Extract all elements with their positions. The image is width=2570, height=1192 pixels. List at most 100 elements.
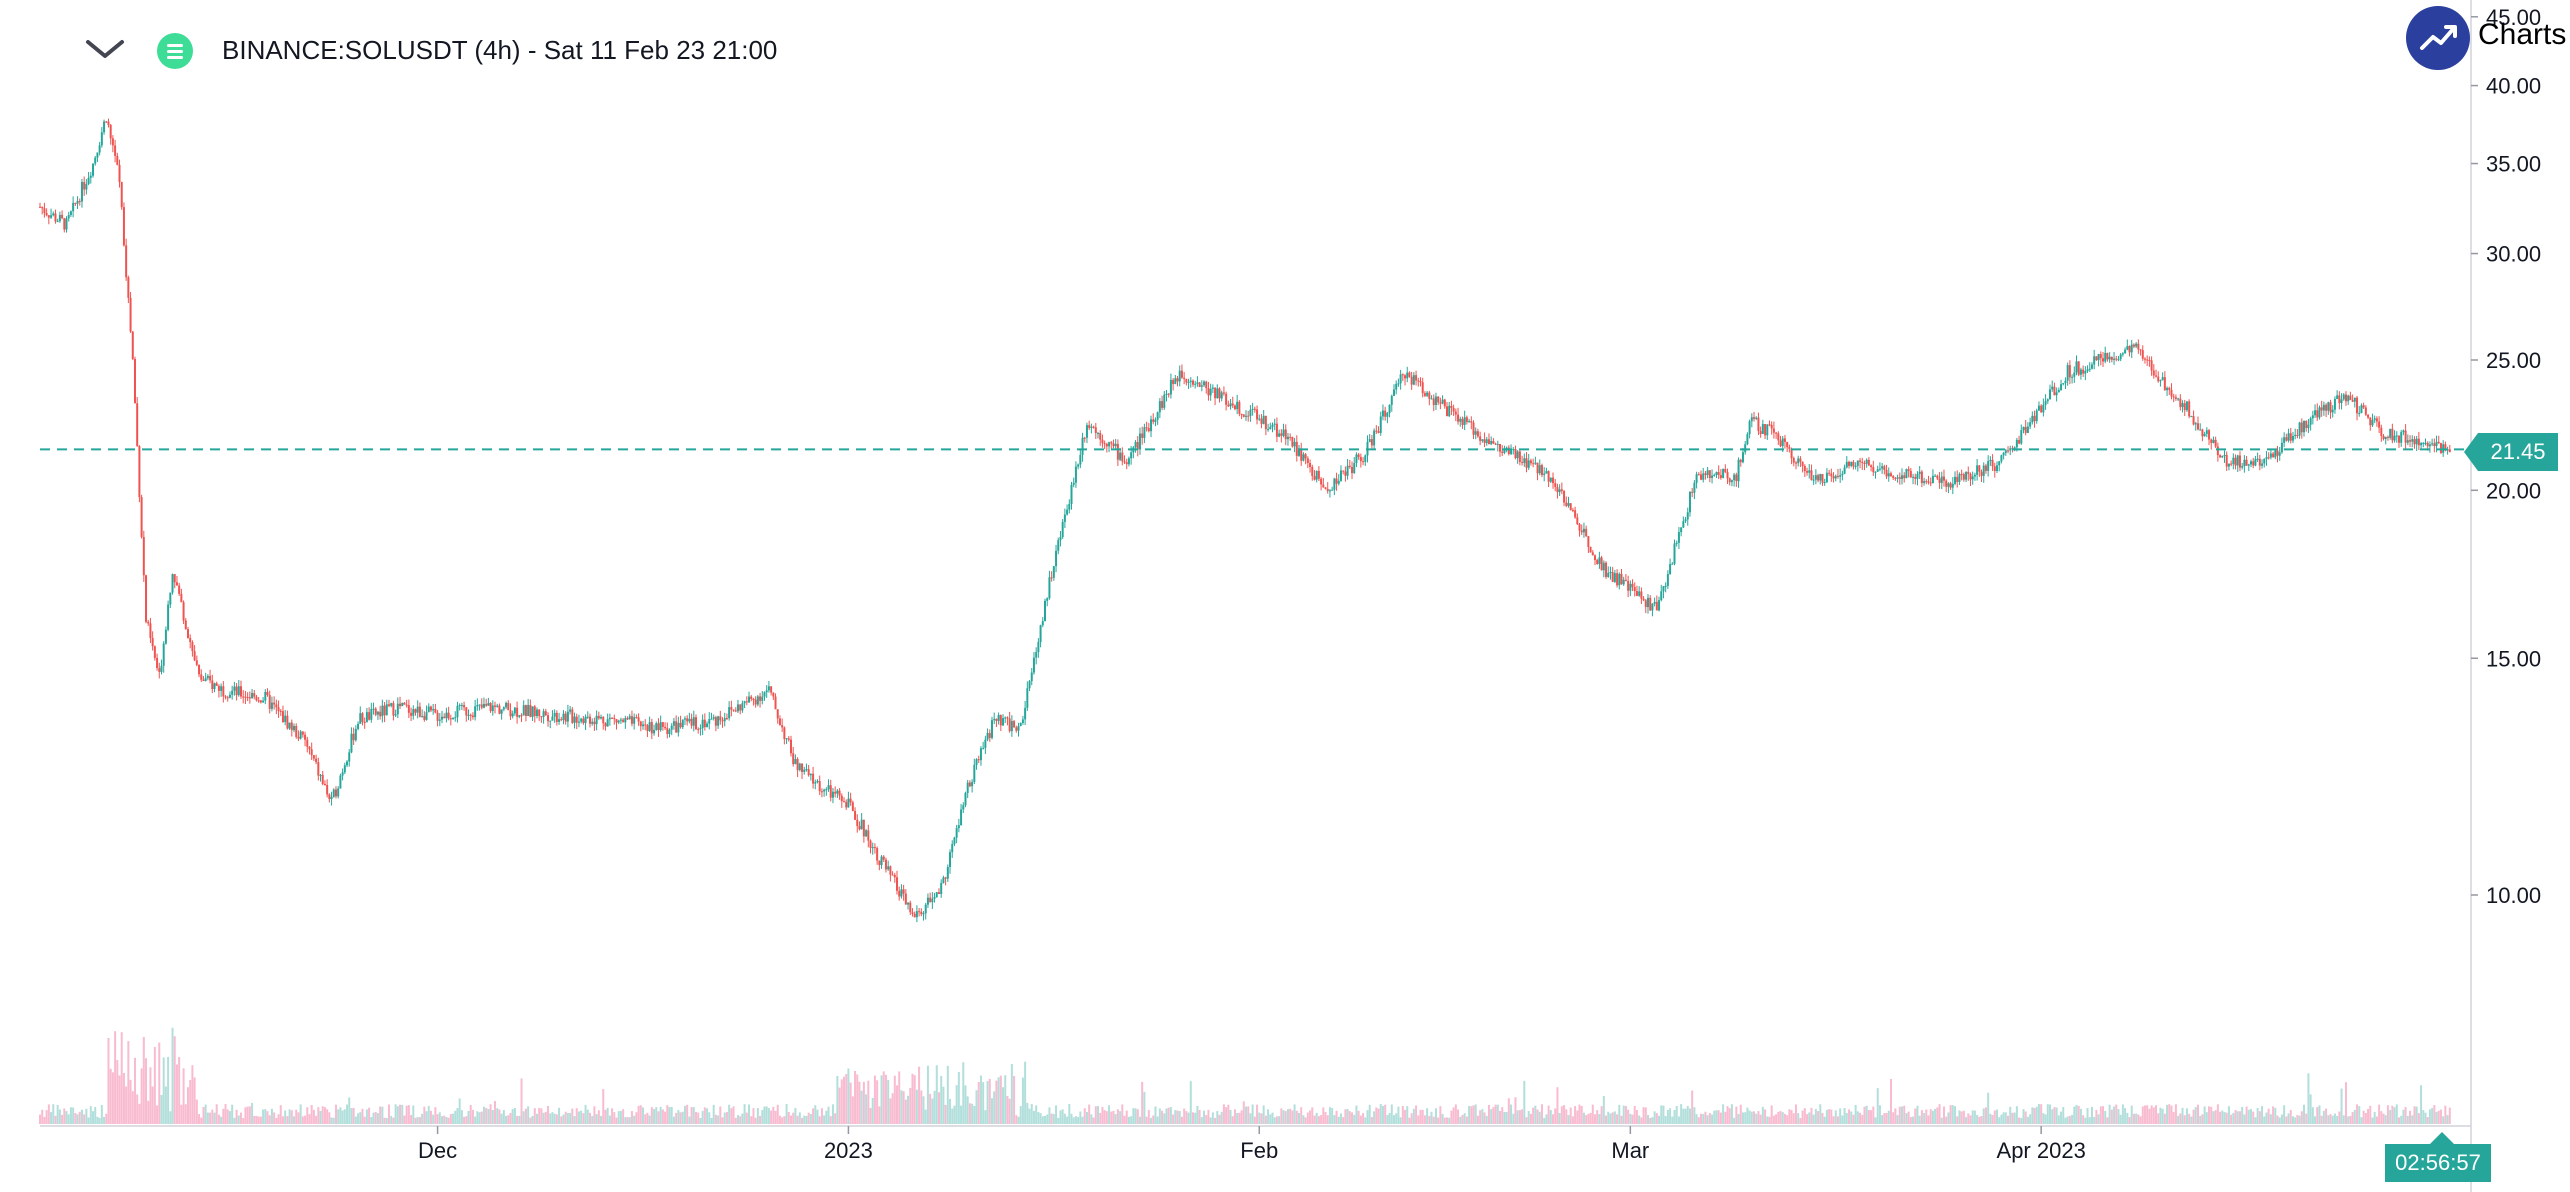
candle [637, 713, 640, 726]
candle [1015, 725, 1018, 733]
volume-bar [1569, 1107, 1572, 1124]
candle [1448, 401, 1451, 418]
candle [595, 710, 598, 731]
volume-bar [1401, 1105, 1404, 1124]
candle [1472, 420, 1475, 440]
candle [1236, 394, 1239, 415]
volume-bar [200, 1117, 203, 1124]
volume-bar [301, 1116, 304, 1124]
volume-bar [1737, 1114, 1740, 1124]
candle [200, 669, 203, 683]
volume-bar [162, 1057, 165, 1124]
candle [434, 703, 437, 714]
volume-bar [1673, 1109, 1676, 1124]
candle [2386, 435, 2389, 441]
candle [222, 681, 225, 703]
volume-bar [246, 1106, 249, 1124]
volume-bar [2382, 1113, 2385, 1124]
volume-bar [326, 1109, 329, 1124]
volume-bar [1518, 1110, 1521, 1124]
candle [1850, 461, 1853, 468]
candle [2130, 339, 2133, 359]
volume-bar [1260, 1113, 1263, 1124]
menu-lines-icon[interactable] [157, 33, 193, 69]
volume-bar [1768, 1116, 1771, 1124]
candle [1803, 464, 1806, 477]
volume-bar [2413, 1106, 2416, 1124]
candle [1150, 415, 1153, 438]
candle [500, 709, 503, 720]
trend-up-icon[interactable] [2406, 6, 2470, 70]
candle [2431, 438, 2434, 447]
volume-bar [328, 1112, 331, 1124]
volume-bar [953, 1105, 956, 1124]
chevron-down-icon[interactable] [82, 30, 128, 70]
brand-label[interactable]: Charts p [2478, 18, 2570, 51]
volume-bar [1653, 1111, 1656, 1124]
volume-bar [960, 1105, 963, 1124]
volume-bar [1660, 1105, 1663, 1124]
volume-bar [279, 1105, 282, 1124]
candle [1384, 406, 1387, 421]
volume-bar [535, 1113, 538, 1124]
volume-bar [1390, 1104, 1393, 1124]
volume-bar [971, 1103, 974, 1124]
volume-bar [823, 1115, 826, 1124]
volume-bar [1172, 1114, 1175, 1124]
volume-bar [1684, 1108, 1687, 1124]
candle [1874, 471, 1877, 479]
candle [2446, 446, 2449, 455]
candle [653, 724, 656, 736]
candle [1929, 477, 1932, 487]
volume-bar [1664, 1116, 1667, 1124]
volume-bar [1878, 1105, 1881, 1124]
candle [1680, 527, 1683, 537]
volume-bar [772, 1106, 775, 1124]
candle [65, 216, 68, 233]
candle [1660, 584, 1663, 602]
volume-bar [843, 1076, 845, 1124]
candle [624, 715, 627, 729]
candle [1194, 380, 1197, 389]
volume-bar [295, 1109, 298, 1124]
candle [1556, 483, 1559, 499]
volume-bar [1777, 1111, 1780, 1124]
candle [1335, 472, 1338, 491]
volume-bar [754, 1117, 757, 1124]
volume-bar [1485, 1115, 1488, 1124]
volume-bar [626, 1117, 629, 1124]
bar-countdown-label: 02:56:57 [2385, 1132, 2491, 1182]
candle [2406, 434, 2409, 446]
volume-bar [494, 1101, 497, 1124]
volume-bar [1344, 1109, 1347, 1124]
candle [458, 703, 461, 711]
volume-bar [1989, 1113, 1992, 1124]
volume-bar [58, 1109, 61, 1124]
volume-bar [1898, 1106, 1901, 1124]
candle [2265, 450, 2268, 466]
volume-bar [639, 1105, 642, 1124]
candle [1342, 470, 1345, 475]
candle [809, 773, 812, 781]
candle [1887, 467, 1890, 482]
candle [968, 780, 971, 788]
candle [1222, 386, 1225, 396]
volume-bar [2258, 1111, 2261, 1124]
volume-bar [1216, 1111, 1219, 1124]
candle [443, 713, 446, 719]
volume-bar [264, 1109, 267, 1124]
volume-bar [2150, 1105, 2153, 1124]
candle [2031, 411, 2034, 425]
candle [648, 716, 651, 732]
candle [1024, 700, 1027, 725]
candle [2159, 379, 2162, 387]
volume-bar [1004, 1075, 1007, 1124]
volume-bar [1185, 1111, 1188, 1124]
candle [476, 698, 479, 711]
volume-bar [43, 1116, 46, 1124]
volume-bar [648, 1115, 651, 1124]
candle [164, 626, 167, 645]
candle [1741, 447, 1744, 464]
volume-bar [1821, 1112, 1824, 1124]
